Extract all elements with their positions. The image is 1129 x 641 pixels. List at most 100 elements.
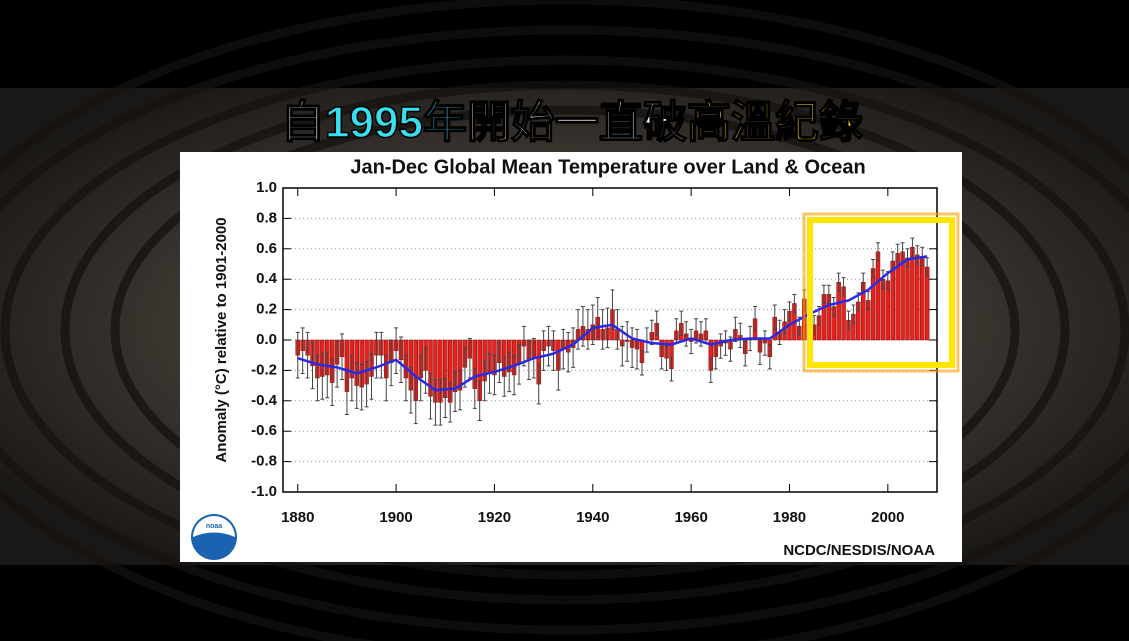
- error-bar: [521, 325, 526, 367]
- error-bar: [753, 306, 758, 332]
- error-bar: [369, 353, 374, 400]
- x-tick-label: 1940: [576, 509, 609, 526]
- error-bar: [305, 331, 310, 379]
- logo-wave: [193, 516, 235, 537]
- y-tick-label: 0.0: [256, 331, 277, 348]
- y-axis-label: Anomaly (°C) relative to 1901-2000: [213, 217, 230, 462]
- error-bar: [315, 354, 320, 402]
- x-tick-label: 1880: [281, 509, 314, 526]
- error-bar: [443, 377, 448, 419]
- error-bar: [374, 331, 379, 379]
- error-bar: [782, 309, 787, 335]
- plot-frame: [282, 187, 938, 493]
- error-bar: [403, 354, 408, 402]
- error-bar: [762, 330, 767, 356]
- bar: [905, 257, 910, 341]
- x-tick-label: 2000: [871, 509, 904, 526]
- error-bar: [610, 289, 615, 330]
- error-bar: [320, 353, 325, 400]
- y-tick-label: -0.8: [251, 453, 277, 470]
- logo-text: noaa: [206, 523, 222, 530]
- bar: [870, 268, 876, 341]
- error-bar: [871, 258, 876, 279]
- error-bar: [772, 304, 777, 330]
- error-bar: [310, 342, 315, 390]
- y-tick-label: -1.0: [251, 483, 277, 500]
- error-bar: [408, 366, 413, 414]
- error-bar: [458, 369, 463, 411]
- error-bar: [512, 354, 517, 396]
- x-tick-label: 1900: [379, 509, 412, 526]
- error-bar: [743, 341, 748, 367]
- error-bar: [433, 379, 438, 426]
- error-bar: [300, 327, 305, 374]
- bar: [924, 266, 930, 341]
- error-bar: [576, 309, 581, 350]
- error-bar: [507, 351, 512, 393]
- error-bar: [679, 310, 684, 336]
- error-bar: [841, 277, 846, 297]
- error-bar: [684, 321, 689, 347]
- plot: 1.0 0.8 0.6 0.4 0.2 0.0 -0.2 -0.4 -0.6 -0.8 -1.018…: [251, 179, 937, 526]
- error-bar: [851, 304, 856, 324]
- headline-part: 自: [281, 98, 325, 147]
- source: NCDC/NESDIS/NOAA: [783, 542, 935, 559]
- error-bar: [821, 284, 826, 305]
- error-bar: [669, 356, 674, 382]
- error-bar: [831, 296, 836, 317]
- error-bar: [875, 242, 880, 262]
- y-tick-label: 0.6: [256, 240, 277, 257]
- error-bar: [295, 331, 300, 379]
- error-bar: [566, 331, 571, 373]
- bar: [910, 247, 915, 341]
- error-bar: [580, 306, 585, 347]
- error-bar: [846, 310, 851, 330]
- error-bar: [635, 328, 640, 370]
- y-tick-label: -0.6: [251, 422, 277, 439]
- error-bar: [880, 269, 885, 289]
- error-bar: [399, 336, 404, 384]
- error-bar: [394, 327, 399, 374]
- highlight-glow: [802, 212, 960, 373]
- error-bar: [757, 339, 762, 365]
- chart-title: Jan-Dec Global Mean Temperature over Lan…: [350, 156, 865, 178]
- error-bar: [497, 342, 502, 384]
- error-bar: [664, 345, 669, 371]
- error-bar: [787, 301, 792, 321]
- error-bar: [925, 257, 930, 277]
- error-bar: [325, 351, 330, 399]
- error-bar: [689, 328, 694, 355]
- y-tick-label: 0.4: [256, 270, 278, 287]
- error-bar: [905, 248, 910, 268]
- error-bar: [428, 372, 433, 420]
- error-bar: [571, 327, 576, 368]
- headline-part: 開始一直破: [467, 98, 687, 147]
- error-bar: [536, 363, 541, 405]
- error-bar: [605, 307, 610, 349]
- error-bar: [644, 327, 649, 353]
- error-bar: [836, 272, 841, 292]
- error-bar: [590, 304, 595, 346]
- error-bar: [639, 350, 644, 376]
- error-bar: [551, 330, 556, 371]
- error-bar: [462, 347, 467, 388]
- error-bar: [718, 333, 723, 359]
- error-bar: [482, 360, 487, 402]
- bar: [915, 254, 920, 341]
- error-bar: [738, 322, 743, 349]
- highlight-box: [807, 217, 955, 368]
- bar: [920, 256, 925, 341]
- error-bar: [423, 347, 428, 394]
- error-bar: [379, 331, 384, 379]
- bar: [890, 260, 895, 341]
- y-tick-label: 0.8: [256, 209, 277, 226]
- error-bar: [733, 316, 738, 343]
- headline-part: 1995年: [325, 98, 467, 147]
- error-bar: [792, 293, 797, 314]
- error-bar: [654, 310, 659, 336]
- error-bar: [541, 330, 546, 371]
- error-bar: [708, 357, 713, 384]
